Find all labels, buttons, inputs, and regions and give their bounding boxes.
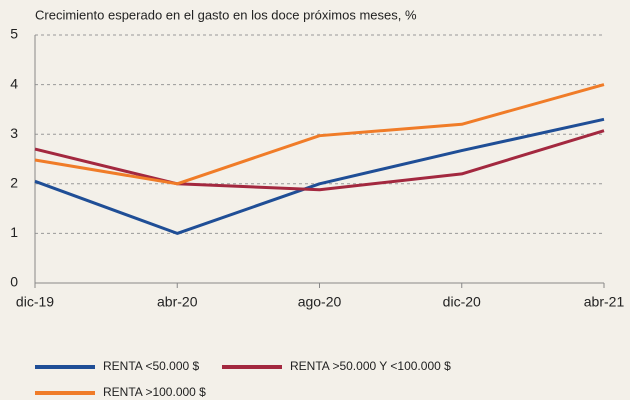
- series-line: [34, 117, 605, 235]
- x-tick-label: abr-20: [157, 294, 198, 310]
- y-tick-label: 1: [10, 224, 18, 240]
- y-tick-label: 4: [10, 75, 18, 91]
- legend-label: RENTA <50.000 $: [103, 359, 199, 373]
- chart-title: Crecimiento esperado en el gasto en los …: [35, 7, 417, 22]
- legend-label: RENTA >100.000 $: [103, 385, 206, 399]
- y-tick-label: 0: [10, 274, 18, 290]
- y-tick-label: 2: [10, 175, 18, 191]
- x-tick-label: dic-19: [16, 294, 54, 310]
- y-tick-label: 5: [10, 26, 18, 42]
- x-tick-label: abr-21: [584, 294, 625, 310]
- series-line: [34, 83, 605, 186]
- x-tick-label: dic-20: [443, 294, 481, 310]
- series-line: [34, 129, 605, 192]
- x-tick-label: ago-20: [298, 294, 342, 310]
- y-tick-label: 3: [10, 125, 18, 141]
- legend-label: RENTA >50.000 Y <100.000 $: [290, 359, 451, 373]
